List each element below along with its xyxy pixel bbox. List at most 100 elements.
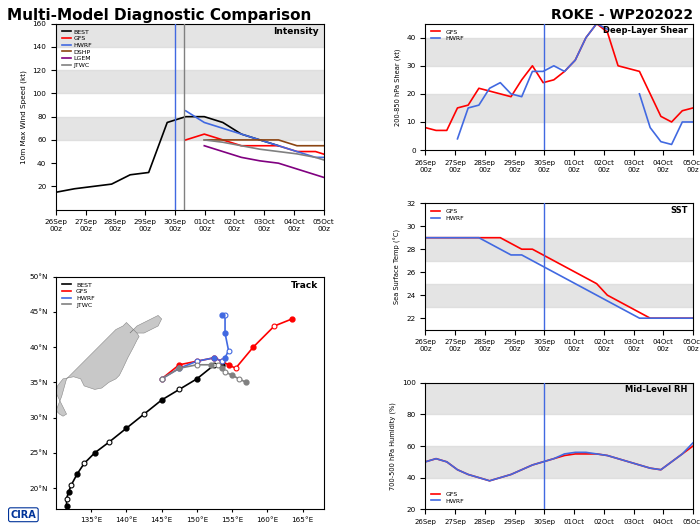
Line: LGEM: LGEM xyxy=(204,146,371,189)
GFS xyxy=(256,143,264,149)
Line: GFS: GFS xyxy=(426,446,693,481)
HWRF xyxy=(404,160,412,166)
HWRF xyxy=(657,315,665,321)
GFS xyxy=(614,298,622,304)
HWRF xyxy=(507,252,515,258)
GFS xyxy=(386,166,394,172)
LGEM xyxy=(218,149,227,155)
Bar xyxy=(56,70,323,93)
GFS xyxy=(218,137,227,143)
HWRF xyxy=(582,35,590,41)
Legend: BEST, GFS, HWRF, DSHP, LGEM, JTWC: BEST, GFS, HWRF, DSHP, LGEM, JTWC xyxy=(59,27,94,70)
GFS xyxy=(592,451,601,457)
BEST xyxy=(181,113,190,120)
GFS xyxy=(592,280,601,287)
HWRF xyxy=(528,68,537,75)
GFS xyxy=(539,79,547,86)
GFS xyxy=(678,108,687,114)
DSHP xyxy=(237,137,246,143)
GFS xyxy=(657,467,665,473)
BEST xyxy=(237,131,246,137)
LGEM xyxy=(349,183,357,190)
HWRF xyxy=(614,303,622,310)
HWRF xyxy=(550,456,558,462)
GFS xyxy=(560,453,568,459)
GFS xyxy=(517,77,526,83)
Line: JTWC: JTWC xyxy=(204,140,371,169)
Bar xyxy=(426,284,693,307)
GFS xyxy=(528,246,537,253)
HWRF xyxy=(657,467,665,473)
HWRF xyxy=(293,149,301,155)
BEST xyxy=(89,183,97,190)
Polygon shape xyxy=(56,322,139,416)
Line: BEST: BEST xyxy=(56,117,279,192)
HWRF xyxy=(421,459,430,465)
GFS xyxy=(624,66,633,72)
Line: HWRF: HWRF xyxy=(186,111,408,163)
GFS xyxy=(507,93,515,100)
Text: CIRA: CIRA xyxy=(10,510,36,520)
HWRF xyxy=(582,449,590,456)
GFS xyxy=(507,471,515,478)
GFS xyxy=(475,235,483,241)
HWRF xyxy=(330,154,338,161)
GFS xyxy=(667,119,676,125)
GFS xyxy=(181,137,190,143)
LGEM xyxy=(237,154,246,161)
HWRF xyxy=(624,459,633,465)
Line: DSHP: DSHP xyxy=(204,140,390,186)
HWRF xyxy=(181,108,190,114)
GFS xyxy=(404,160,412,166)
GFS xyxy=(237,143,246,149)
Bar xyxy=(426,383,693,414)
Bar xyxy=(426,238,693,261)
GFS xyxy=(550,77,558,83)
GFS xyxy=(200,131,209,137)
HWRF xyxy=(464,471,473,478)
GFS xyxy=(582,275,590,281)
GFS xyxy=(539,252,547,258)
GFS xyxy=(330,154,338,161)
Line: HWRF: HWRF xyxy=(426,443,693,481)
HWRF xyxy=(237,131,246,137)
GFS xyxy=(550,456,558,462)
HWRF xyxy=(312,154,320,161)
GFS xyxy=(636,462,644,468)
HWRF xyxy=(539,68,547,75)
HWRF xyxy=(571,280,580,287)
Bar xyxy=(56,117,323,140)
HWRF xyxy=(528,258,537,264)
GFS xyxy=(636,68,644,75)
JTWC xyxy=(349,162,357,169)
Bar xyxy=(56,24,323,47)
HWRF xyxy=(256,137,264,143)
DSHP xyxy=(312,143,320,149)
HWRF xyxy=(614,456,622,462)
HWRF xyxy=(689,440,697,446)
Line: HWRF: HWRF xyxy=(426,238,693,318)
Text: ROKE - WP202022: ROKE - WP202022 xyxy=(551,8,693,22)
GFS xyxy=(560,68,568,75)
HWRF xyxy=(667,315,676,321)
GFS xyxy=(464,235,473,241)
BEST xyxy=(144,170,153,176)
Line: GFS: GFS xyxy=(426,24,693,130)
GFS xyxy=(614,456,622,462)
Text: SST: SST xyxy=(670,206,687,215)
HWRF xyxy=(646,315,654,321)
GFS xyxy=(646,315,654,321)
Polygon shape xyxy=(0,396,4,417)
HWRF xyxy=(592,20,601,27)
HWRF xyxy=(560,451,568,457)
Legend: GFS, HWRF: GFS, HWRF xyxy=(428,206,467,223)
BEST xyxy=(52,189,60,195)
Polygon shape xyxy=(28,358,52,390)
GFS xyxy=(442,235,451,241)
HWRF xyxy=(646,465,654,471)
HWRF xyxy=(496,79,505,86)
HWRF xyxy=(485,240,494,247)
Legend: BEST, GFS, HWRF, JTWC: BEST, GFS, HWRF, JTWC xyxy=(59,280,97,310)
GFS xyxy=(667,315,676,321)
GFS xyxy=(517,246,526,253)
